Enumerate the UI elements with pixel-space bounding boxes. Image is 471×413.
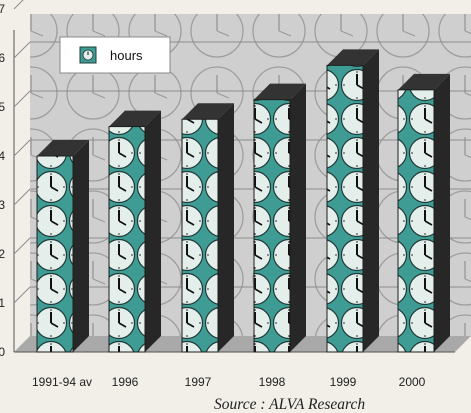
bar [36,155,74,353]
y-tick-label: 4 [0,149,5,163]
y-tick-label: 5 [0,100,5,114]
bar-top [109,110,161,127]
x-tick-label: 1997 [185,375,212,389]
bar-top [182,103,234,120]
bar-side [363,49,379,352]
bar-side [73,140,89,352]
x-tick-label: 1996 [112,375,139,389]
x-tick-labels: 1991-94 av 1996 1997 1998 1999 2000 [32,375,426,389]
y-tick-label: 6 [0,51,5,65]
bar [326,64,364,353]
y-tick-label: 1 [0,296,5,310]
legend: hours [59,36,171,74]
bar-group [108,110,161,353]
clock-icon [79,46,97,64]
bar-top [327,49,379,66]
y-tick-label: 0 [0,345,5,359]
bar-group [36,140,89,353]
x-tick-label: 1999 [330,375,357,389]
x-tick-label: 1998 [259,375,286,389]
y-tick-label: 7 [0,2,5,16]
gridline-side [13,237,31,255]
gridline-side [13,139,31,157]
bar [181,118,219,353]
y-tick-labels: 0 1 2 3 4 5 6 7 [0,2,5,359]
x-tick-label: 2000 [399,375,426,389]
gridline-side [13,0,24,10]
bar-group [181,103,234,353]
bars [36,49,450,353]
gridline-side [13,90,31,108]
y-tick-label: 3 [0,198,5,212]
bar-group [397,73,450,353]
bar [397,89,435,353]
source-note: Source : ALVA Research [214,396,365,413]
bar-side [434,73,450,352]
gridline-side [13,286,31,304]
bar [108,126,146,353]
bar-side [218,103,234,352]
bar-side [145,110,161,352]
bar-top [398,73,450,90]
bar-group [326,49,379,353]
bar-group [253,83,306,353]
legend-label: hours [110,48,143,63]
bar [253,99,291,353]
legend-box [59,36,171,74]
gridline-side [13,188,31,206]
gridline-side [13,41,31,59]
bar-top [37,140,89,156]
bar-side [290,83,306,353]
bar-top [254,83,306,100]
y-tick-label: 2 [0,247,5,261]
x-tick-label: 1991-94 av [32,375,92,389]
